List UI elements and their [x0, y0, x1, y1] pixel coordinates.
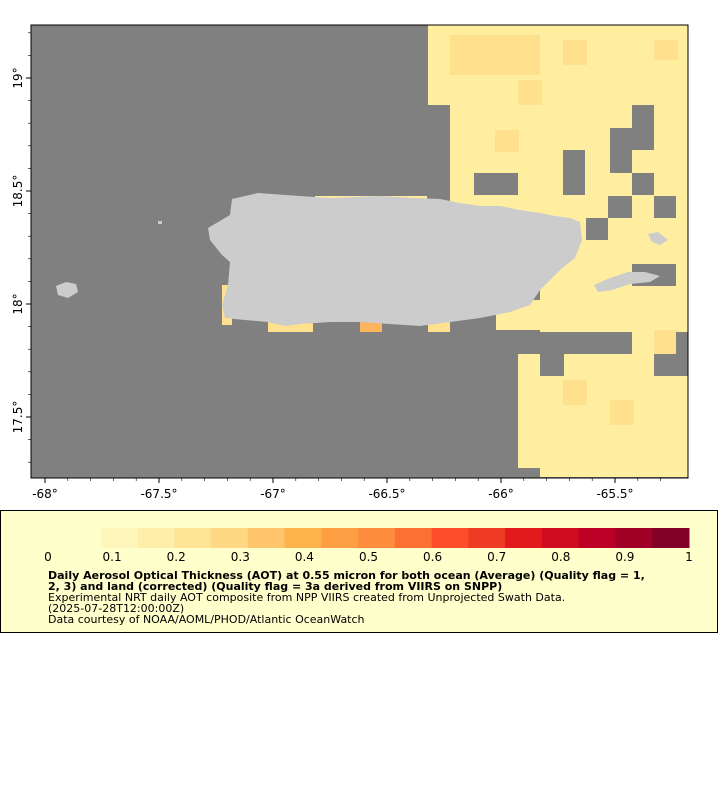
colorbar-tick-label: 0.2	[167, 550, 186, 564]
colorbar-segment	[174, 528, 212, 548]
colorbar-tick-label: 0.9	[615, 550, 634, 564]
aot-cell	[563, 150, 585, 195]
x-tick-label: -66°	[488, 487, 514, 501]
aot-cell	[654, 330, 678, 355]
y-tick-label: 18°	[11, 293, 25, 314]
colorbar-tick-label: 0	[44, 550, 52, 564]
aot-cell	[450, 35, 540, 75]
colorbar-segment	[284, 528, 322, 548]
aot-cell	[540, 354, 564, 376]
colorbar-tick-label: 0.7	[487, 550, 506, 564]
aot-cell	[563, 380, 587, 405]
desecheo-land	[158, 221, 162, 224]
colorbar-tick-label: 0.5	[359, 550, 378, 564]
x-tick-label: -66.5°	[368, 487, 405, 501]
colorbar-ticks: 0 0.1 0.2 0.3 0.4 0.5 0.6 0.7 0.8 0.9 1	[44, 550, 693, 564]
aot-cell	[654, 354, 688, 376]
y-tick-label: 19°	[11, 67, 25, 88]
aot-cell	[563, 40, 587, 65]
legend-title-line2: 2, 3) and land (corrected) (Quality flag…	[48, 580, 503, 593]
aot-cell	[610, 128, 632, 173]
colorbar-segment	[505, 528, 543, 548]
legend-title-line1: Daily Aerosol Optical Thickness (AOT) at…	[48, 569, 645, 582]
y-tick-label: 18.5°	[11, 175, 25, 208]
aot-cell	[676, 332, 688, 356]
y-axis: 19° 18.5° 18° 17.5°	[11, 32, 31, 463]
colorbar-tick-label: 0.4	[295, 550, 314, 564]
colorbar-segment	[137, 528, 175, 548]
colorbar-tick-label: 0.1	[103, 550, 122, 564]
colorbar-segment	[247, 528, 286, 548]
aot-cell	[654, 196, 676, 218]
map-frame	[30, 24, 689, 479]
culebra-land	[648, 232, 668, 245]
colorbar-segment	[394, 528, 433, 548]
aot-cell	[632, 173, 654, 195]
colorbar-segment	[468, 528, 506, 548]
legend-panel: 0 0.1 0.2 0.3 0.4 0.5 0.6 0.7 0.8 0.9 1 Daily Aero…	[0, 510, 718, 633]
x-tick-label: -68°	[32, 487, 58, 501]
aot-cell	[586, 218, 608, 240]
colorbar-tick-label: 0.8	[551, 550, 570, 564]
colorbar-segment	[652, 528, 690, 548]
aot-cell	[632, 105, 654, 150]
aot-cell	[474, 173, 518, 195]
colorbar-segment	[358, 528, 396, 548]
aot-cell	[495, 130, 519, 152]
aot-cell	[518, 80, 542, 105]
x-tick-label: -67°	[260, 487, 286, 501]
x-tick-label: -67.5°	[140, 487, 177, 501]
colorbar-segment	[615, 528, 653, 548]
aot-cell	[610, 400, 634, 425]
colorbar	[48, 528, 690, 548]
colorbar-tick-label: 0.6	[423, 550, 442, 564]
aot-map: -68° -67.5° -67° -66.5° -66° -65.5° 19°18.5°1…	[11, 24, 689, 501]
aot-cell	[518, 468, 540, 478]
aot-cell	[518, 332, 632, 354]
colorbar-tick-label: 1	[685, 550, 693, 564]
colorbar-segment	[64, 528, 102, 548]
vieques-land	[594, 272, 660, 292]
aot-cell	[654, 40, 678, 60]
x-tick-label: -65.5°	[596, 487, 633, 501]
colorbar-segment	[211, 528, 249, 548]
legend-subtitle-line1: Experimental NRT daily AOT composite fro…	[48, 591, 566, 604]
colorbar-segment	[48, 528, 64, 548]
x-axis: -68° -67.5° -67° -66.5° -66° -65.5°	[32, 478, 661, 501]
legend-subtitle-line2: (2025-07-28T12:00:00Z)	[48, 602, 185, 615]
legend-credit: Data courtesy of NOAA/AOML/PHOD/Atlantic…	[48, 613, 365, 626]
mona-island-land	[56, 282, 78, 298]
colorbar-tick-label: 0.3	[231, 550, 250, 564]
aot-cell	[608, 196, 632, 218]
y-tick-label: 17.5°	[11, 401, 25, 434]
colorbar-segment	[541, 528, 580, 548]
colorbar-segment	[100, 528, 139, 548]
colorbar-segment	[431, 528, 469, 548]
colorbar-segment	[321, 528, 359, 548]
puerto-rico-land	[208, 193, 582, 326]
colorbar-segment	[578, 528, 616, 548]
